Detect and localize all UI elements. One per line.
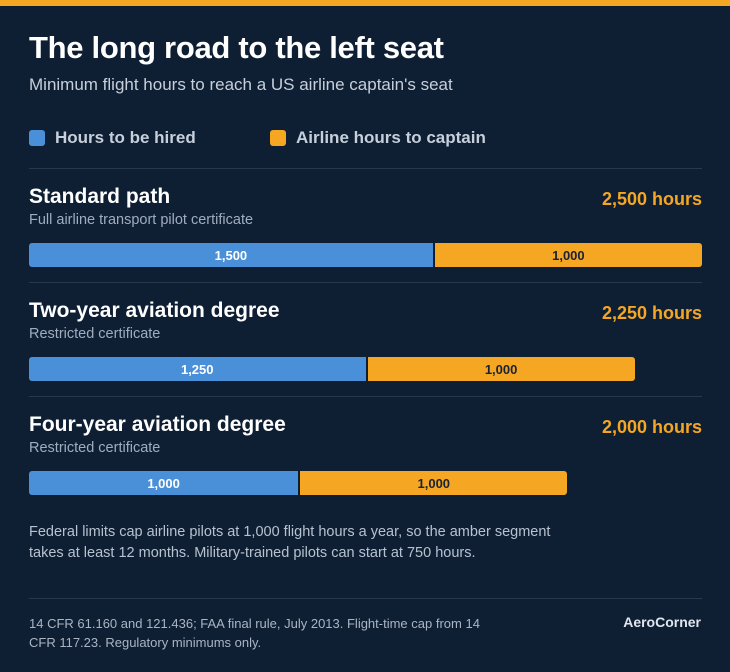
chart-note: Federal limits cap airline pilots at 1,0… [29,524,551,561]
row-total: 2,000 hours [601,417,702,437]
row-total: 2,500 hours [601,189,702,209]
row-subtitle: Full airline transport pilot certificate [29,212,254,228]
row-subtitle: Restricted certificate [29,326,161,342]
brand-logo: AeroCorner [623,614,701,630]
bar-segment-hired: 1,500 [29,243,433,267]
row-title: Four-year aviation degree [29,413,286,436]
stacked-bar: 1,250 1,000 [29,357,702,381]
bar-segment-captain: 1,000 [365,357,635,381]
row-four-year-degree: Four-year aviation degree Restricted cer… [29,413,702,503]
legend-item-captain: Airline hours to captain [270,128,486,148]
divider [29,282,702,283]
row-subtitle: Restricted certificate [29,440,161,456]
row-total: 2,250 hours [601,303,702,323]
stacked-bar: 1,000 1,000 [29,471,702,495]
bar-segment-hired: 1,250 [29,357,366,381]
bar-segment-hired: 1,000 [29,471,299,495]
divider [29,396,702,397]
legend-swatch-hired [29,130,45,146]
legend-label-captain: Airline hours to captain [296,128,486,147]
bar-segment-captain: 1,000 [432,243,702,267]
legend-item-hired: Hours to be hired [29,128,196,148]
bar-segment-captain: 1,000 [298,471,568,495]
stacked-bar: 1,500 1,000 [29,243,702,267]
source-note: 14 CFR 61.160 and 121.436; FAA final rul… [29,616,480,650]
accent-bar [0,0,730,6]
divider [29,168,702,169]
chart-subtitle: Minimum flight hours to reach a US airli… [29,75,453,94]
legend-label-hired: Hours to be hired [55,128,196,147]
row-two-year-degree: Two-year aviation degree Restricted cert… [29,299,702,389]
row-title: Standard path [29,185,171,208]
row-title: Two-year aviation degree [29,299,280,322]
chart-title: The long road to the left seat [29,30,444,65]
divider [29,598,702,599]
legend-swatch-captain [270,130,286,146]
row-standard-path: Standard path Full airline transport pil… [29,185,702,275]
